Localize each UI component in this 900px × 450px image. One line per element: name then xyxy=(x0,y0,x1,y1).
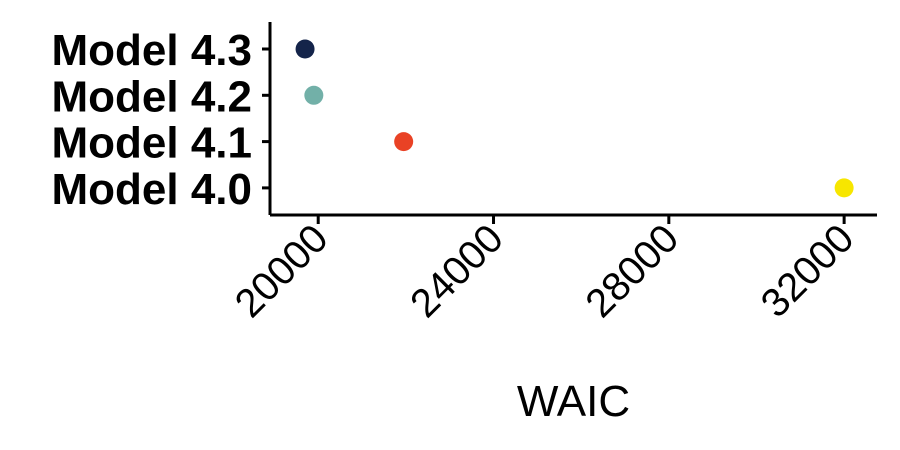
data-point xyxy=(295,39,315,59)
data-point xyxy=(834,178,854,198)
data-point xyxy=(304,85,324,105)
y-tick-label: Model 4.0 xyxy=(52,165,253,214)
y-tick-label: Model 4.3 xyxy=(52,26,253,75)
y-tick-label: Model 4.1 xyxy=(52,119,253,168)
data-points xyxy=(295,39,854,198)
x-tick-label: 28000 xyxy=(577,216,687,326)
data-point xyxy=(394,132,414,152)
x-tick-label: 24000 xyxy=(402,216,512,326)
x-tick-label: 32000 xyxy=(753,216,863,326)
x-axis-title: WAIC xyxy=(517,377,630,426)
y-tick-label: Model 4.2 xyxy=(52,72,253,121)
x-axis-tick-labels: 20000 24000 28000 32000 xyxy=(227,216,863,326)
x-axis-ticks xyxy=(316,215,846,224)
x-tick-label: 20000 xyxy=(227,216,337,326)
